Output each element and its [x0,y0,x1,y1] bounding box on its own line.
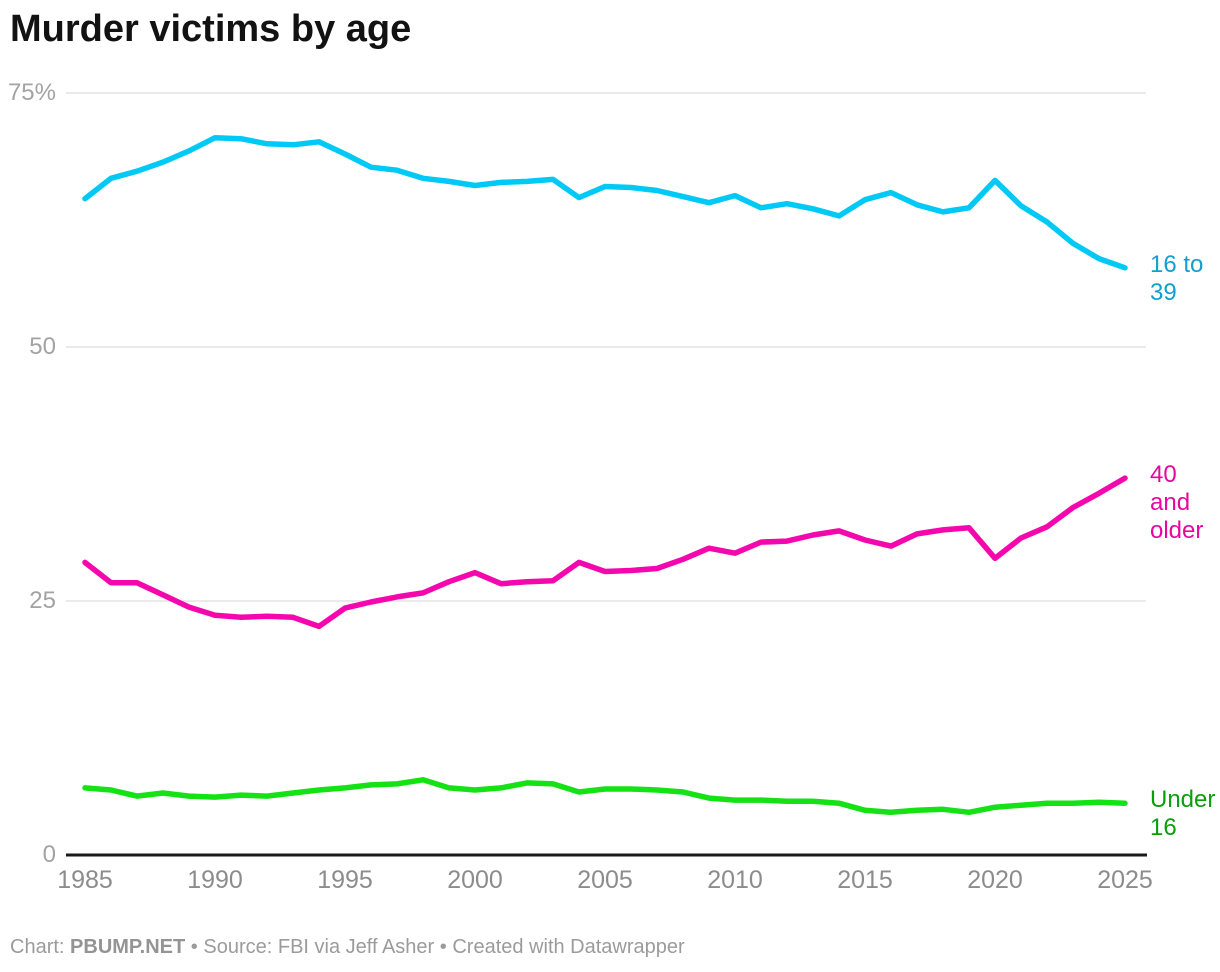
chart-title: Murder victims by age [10,8,412,50]
series-label-16-to-39: 16 to 39 [1150,251,1203,307]
series-label-line: 16 to [1150,250,1204,278]
x-axis-tick-label-2025: 2025 [1097,866,1153,894]
y-axis-tick-label-0: 0 [42,841,56,868]
series-label-40-and-older: 40 and older [1150,461,1203,545]
footer-source: • Source: FBI via Jeff Asher • [185,936,453,958]
x-axis-tick-label-2000: 2000 [447,866,503,894]
x-axis-tick-label-1985: 1985 [57,866,113,894]
series-label-line: 16 [1150,814,1177,842]
x-axis-tick-label-1990: 1990 [187,866,243,894]
y-axis-tick-label-75: 75% [7,79,56,106]
series-line-16-to-39 [82,134,1128,271]
footer: Chart: PBUMP.NET • Source: FBI via Jeff … [10,936,685,959]
x-axis-tick-label-2005: 2005 [577,866,633,894]
footer-created-with: Created with Datawrapper [452,936,685,958]
x-axis-tick-label-1995: 1995 [317,866,373,894]
y-axis-tick-label-25: 25 [29,587,56,614]
series-label-under-16: Under 16 [1150,786,1215,842]
series-label-line: Under [1150,786,1216,814]
series-label-line: older [1150,517,1204,545]
series-label-line: and [1150,489,1191,517]
series-label-line: 40 [1150,461,1177,489]
series-line-40-and-older [82,475,1128,630]
y-axis-tick-label-50: 50 [29,333,56,360]
x-axis-tick-label-2020: 2020 [967,866,1023,894]
series-line-under-16 [82,777,1128,816]
series-label-line: 39 [1150,278,1177,306]
x-axis-tick-label-2015: 2015 [837,866,893,894]
x-axis-tick-label-2010: 2010 [707,866,763,894]
footer-brand: PBUMP.NET [70,936,186,958]
footer-chart-prefix: Chart: [10,936,71,958]
